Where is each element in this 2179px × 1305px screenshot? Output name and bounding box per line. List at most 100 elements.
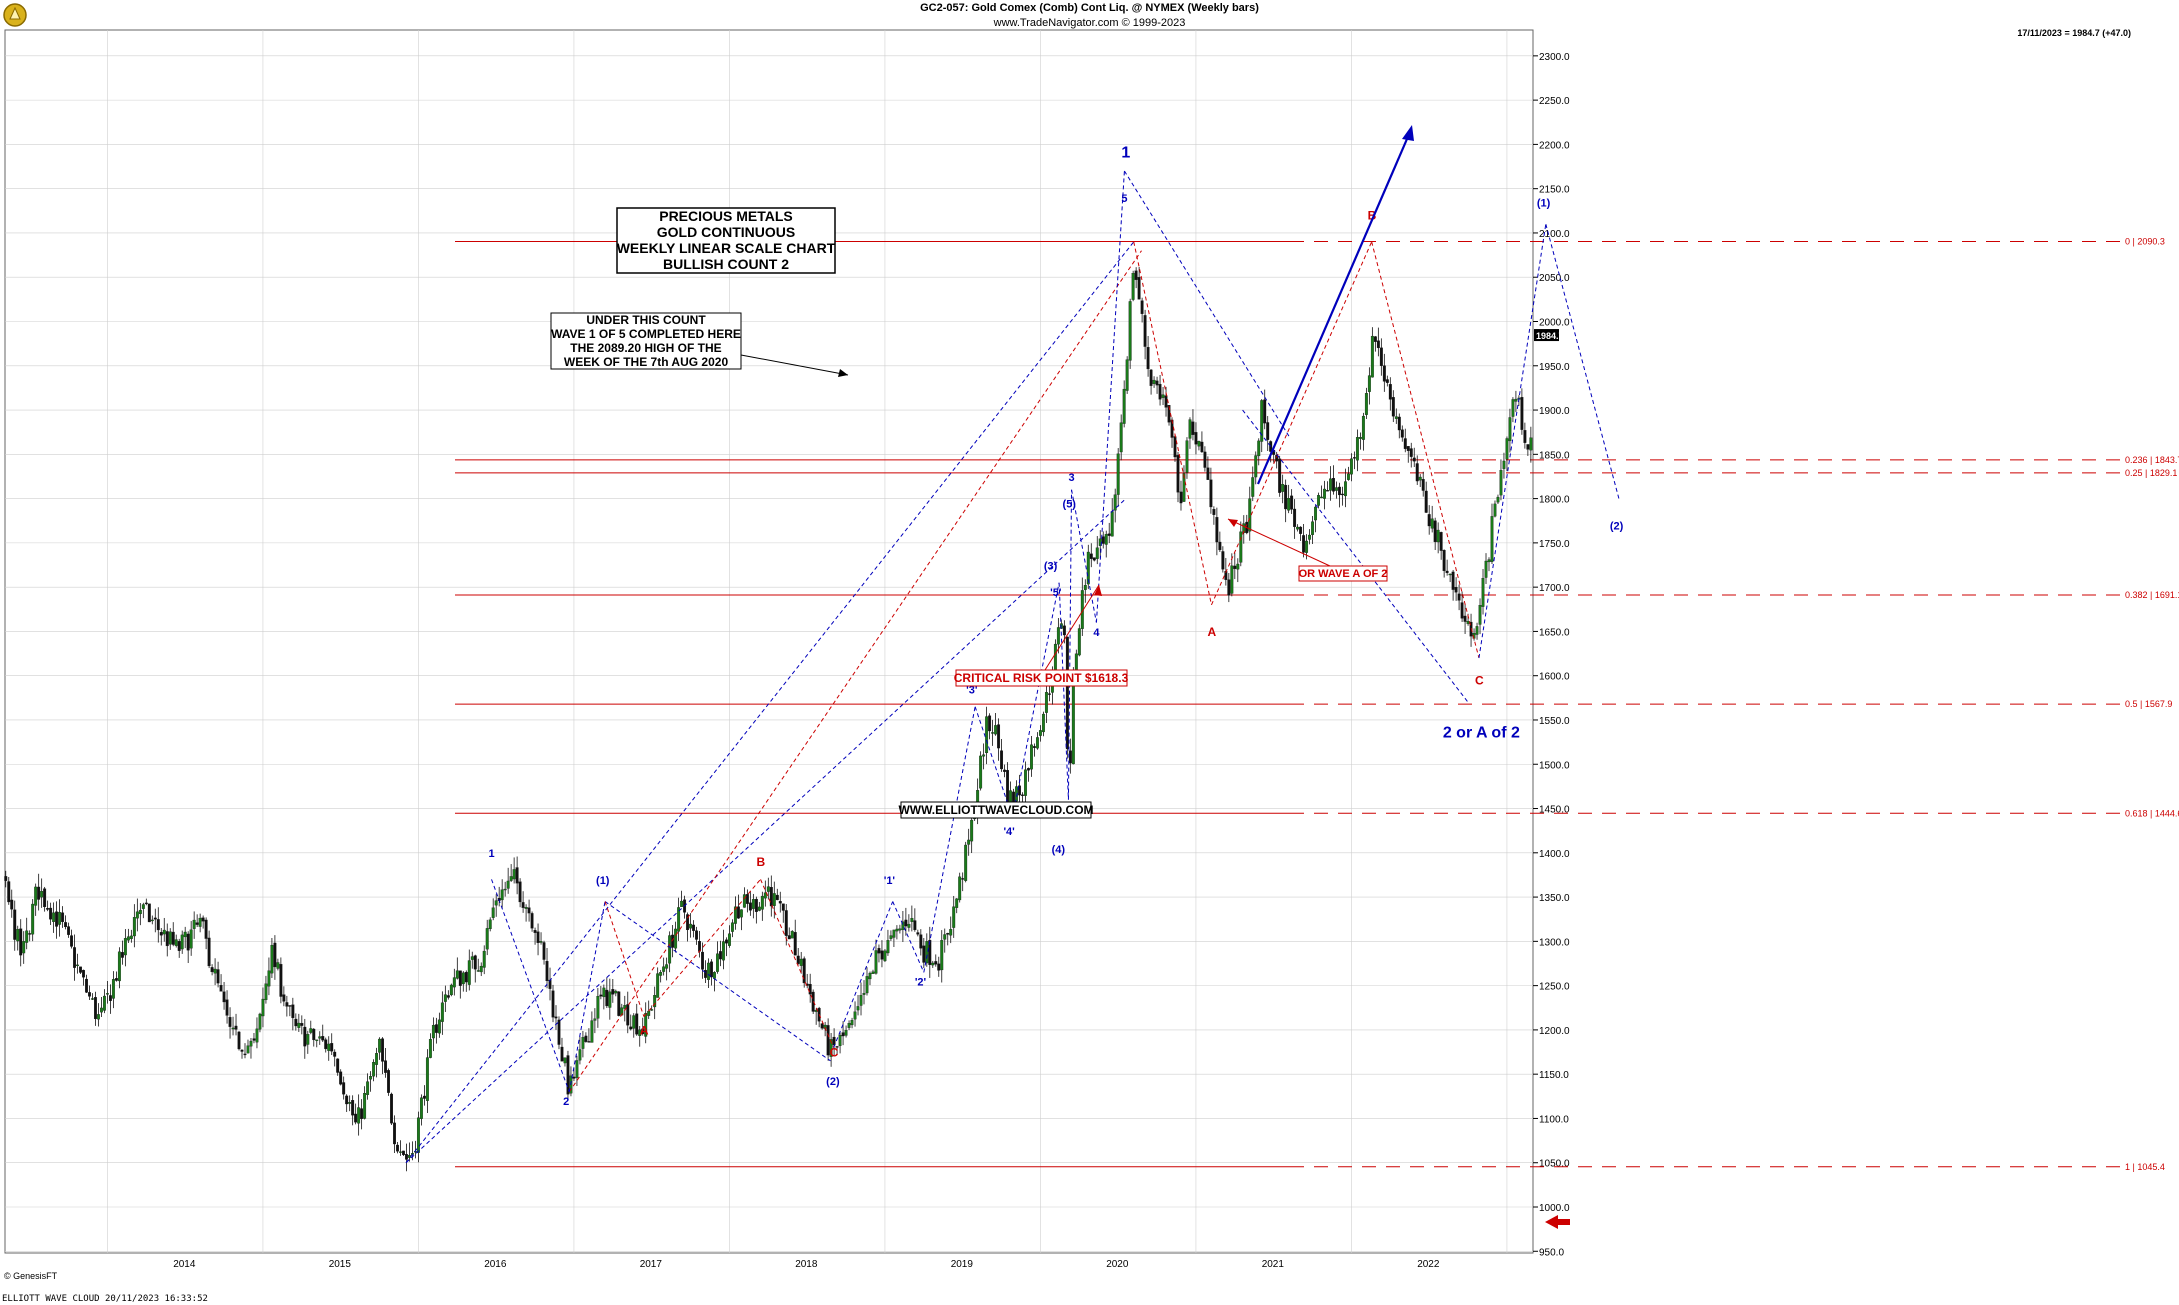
candle-body — [120, 952, 124, 958]
candle-body — [422, 1095, 426, 1099]
candle-body — [1173, 436, 1177, 458]
candle-body — [659, 972, 663, 976]
candle-body — [449, 984, 453, 996]
candle-body — [745, 894, 749, 904]
candle-body — [1182, 473, 1186, 502]
candle-body — [1511, 399, 1515, 417]
candle-body — [889, 935, 893, 939]
candle-body — [524, 907, 528, 909]
candle-body — [617, 991, 621, 1016]
candle-body — [1101, 536, 1105, 544]
candle-body — [357, 1107, 361, 1124]
candle-body — [1038, 730, 1042, 736]
wave-line — [1123, 170, 1290, 437]
candle-body — [677, 907, 681, 932]
candle-body — [1305, 540, 1309, 553]
candle-body — [1320, 496, 1323, 499]
candle-body — [333, 1051, 337, 1057]
candle-body — [1065, 636, 1069, 750]
candle-body — [1021, 794, 1024, 796]
candle-body — [1397, 416, 1401, 431]
candle-body — [267, 970, 271, 987]
candle-body — [1125, 359, 1129, 391]
candle-body — [1086, 551, 1090, 585]
wave-channel-line — [568, 250, 1142, 1093]
candle-body — [1329, 478, 1332, 491]
candle-body — [381, 1038, 385, 1062]
candle-body — [1311, 521, 1315, 535]
candle-body — [763, 892, 767, 899]
candle-body — [1352, 457, 1356, 459]
candle-body — [273, 942, 277, 968]
candle-body — [545, 960, 549, 982]
candle-body — [754, 898, 758, 912]
candle-body — [1218, 541, 1222, 551]
candle-body — [1197, 440, 1201, 447]
candle-body — [94, 997, 97, 1020]
candle-body — [1349, 458, 1353, 475]
candle-body — [1161, 394, 1165, 398]
candle-body — [4, 876, 8, 881]
candle-body — [883, 950, 887, 962]
candle-body — [1487, 559, 1491, 563]
candle-body — [1526, 444, 1530, 450]
candle-body — [1451, 571, 1455, 590]
candle-body — [1143, 315, 1147, 347]
candle-body — [204, 919, 208, 939]
candle-body — [1439, 532, 1443, 551]
candle-body — [1131, 273, 1135, 300]
candle-body — [34, 886, 38, 906]
copyright-label: © GenesisFT — [4, 1271, 58, 1281]
wave1-note-line: UNDER THIS COUNT — [586, 313, 706, 327]
candle-body — [985, 716, 989, 754]
candle-body — [300, 1023, 304, 1026]
candle-body — [126, 936, 130, 941]
candle-body — [877, 948, 881, 954]
candle-body — [1308, 534, 1312, 540]
candle-body — [135, 911, 139, 919]
candle-body — [1110, 511, 1114, 537]
candle-body — [781, 903, 785, 911]
candle-body — [147, 903, 151, 923]
candle-body — [979, 755, 983, 789]
candle-body — [1000, 750, 1004, 770]
candle-body — [431, 1024, 435, 1039]
wave-label-blue: (2) — [826, 1076, 840, 1088]
candle-body — [387, 1070, 390, 1093]
candle-body — [102, 995, 106, 1011]
candle-body — [1095, 547, 1099, 559]
candle-body — [228, 1017, 232, 1027]
candle-body — [1281, 484, 1285, 492]
y-tick-label: 2050.0 — [1539, 273, 1570, 284]
candle-body — [123, 938, 127, 956]
candle-body — [554, 1016, 558, 1019]
candle-body — [225, 999, 229, 1016]
critical-risk-arrow — [1044, 584, 1100, 671]
candle-body — [826, 1025, 830, 1056]
candle-body — [16, 929, 20, 942]
fib-label: 0.236 | 1843.7 — [2125, 455, 2179, 465]
candle-body — [1044, 692, 1048, 713]
candle-body — [808, 983, 812, 995]
candle-body — [1191, 421, 1195, 435]
candle-body — [1523, 430, 1527, 443]
wave-line — [892, 901, 925, 973]
wave-label-red: A — [1207, 625, 1216, 639]
arrow-head-icon — [1228, 519, 1238, 527]
candle-body — [485, 928, 489, 950]
candle-body — [1296, 526, 1300, 530]
candle-body — [982, 754, 986, 757]
candle-body — [1254, 455, 1258, 478]
candle-body — [19, 928, 23, 956]
wave-label-blue: '1' — [884, 875, 896, 887]
candle-body — [1015, 786, 1018, 802]
candle-body — [1412, 457, 1416, 462]
candle-body — [967, 839, 971, 845]
candle-body — [1266, 422, 1270, 440]
candle-body — [336, 1058, 340, 1073]
critical-risk-label: CRITICAL RISK POINT $1618.3 — [954, 671, 1129, 685]
candle-body — [584, 1035, 588, 1042]
wave-label-blue: (5) — [1063, 498, 1077, 510]
candle-body — [1430, 518, 1434, 529]
